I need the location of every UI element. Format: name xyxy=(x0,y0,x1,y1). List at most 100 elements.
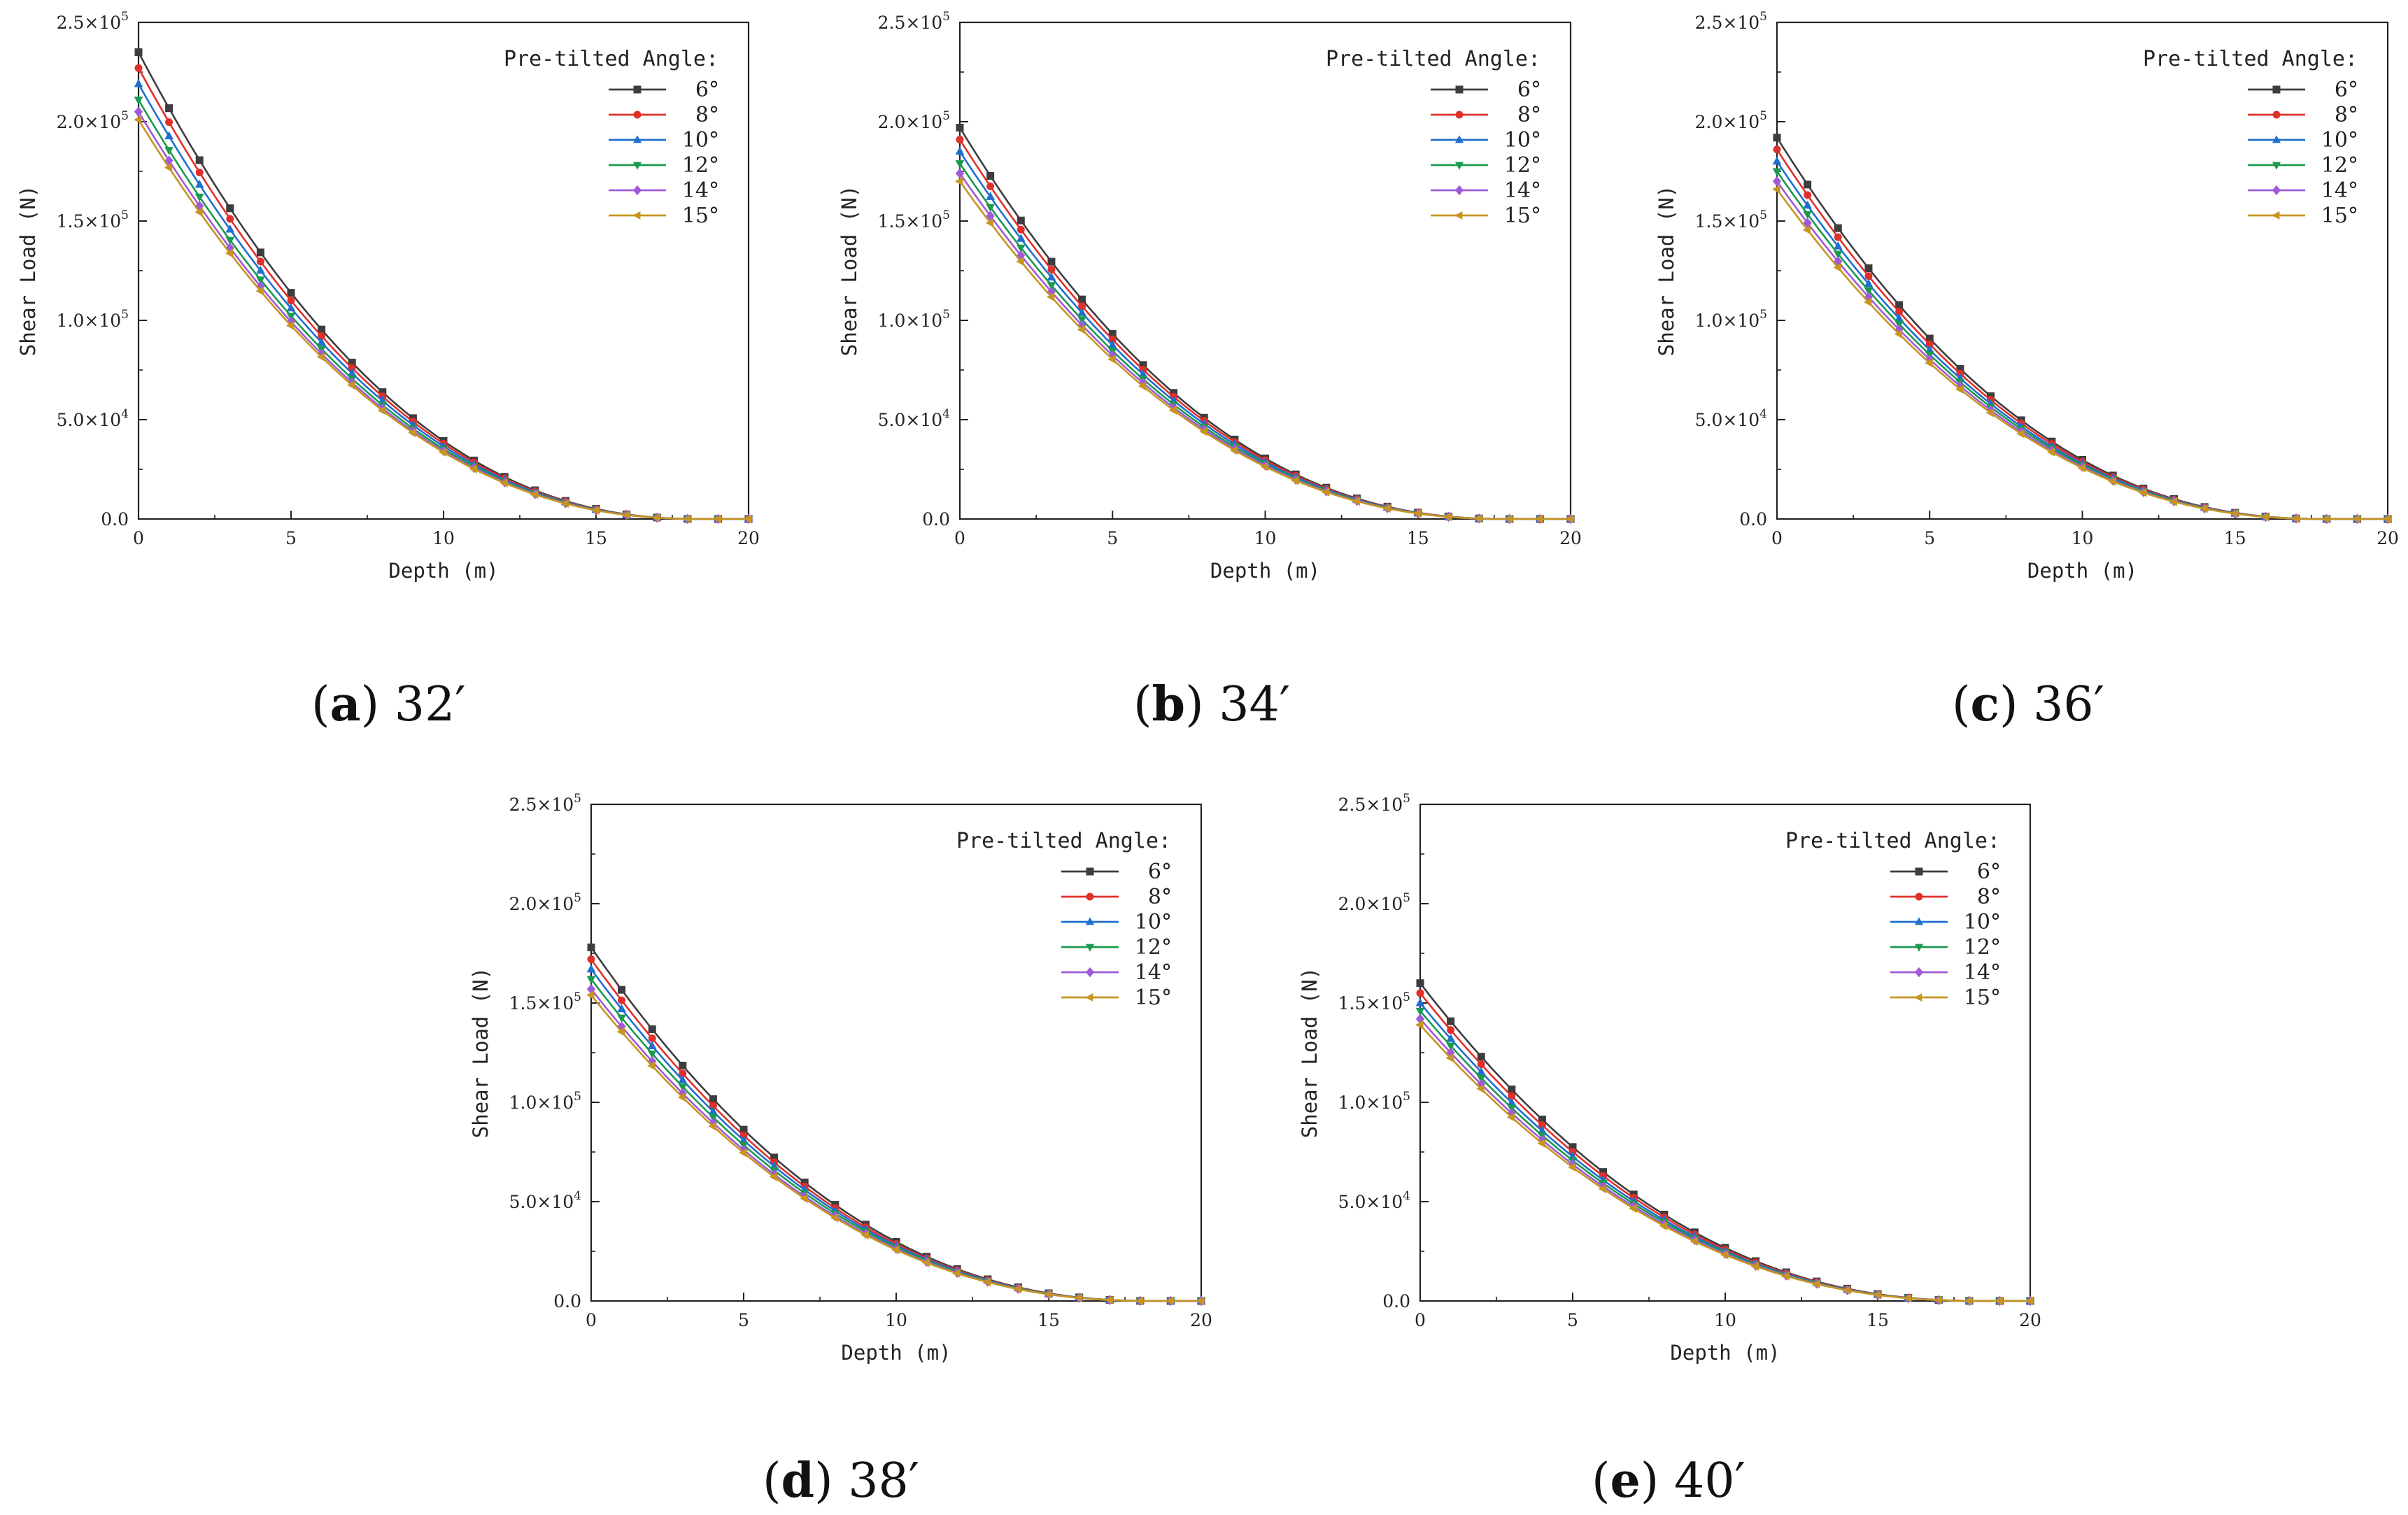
x-tick-label: 5 xyxy=(1567,1310,1578,1330)
y-tick-label: 5.0×104 xyxy=(57,407,129,430)
series-point-5 xyxy=(1412,508,1422,518)
y-tick-mantissa: 1.5×10 xyxy=(1695,211,1760,232)
series-point-5 xyxy=(1894,329,1903,339)
y-tick-label: 5.0×104 xyxy=(509,1189,581,1212)
series-point-3 xyxy=(134,97,143,105)
x-tick-label: 0 xyxy=(586,1310,597,1330)
legend-label-0: 6° xyxy=(695,78,719,102)
caption-open-paren: ( xyxy=(1592,1453,1610,1509)
x-tick-label: 5 xyxy=(1924,528,1935,548)
caption-close-paren: ) xyxy=(814,1453,848,1509)
legend-marker-5 xyxy=(1085,993,1093,1002)
legend-marker-0 xyxy=(633,85,642,94)
y-tick-exponent: 4 xyxy=(121,407,129,421)
y-tick-label: 2.0×105 xyxy=(57,109,129,132)
series-point-5 xyxy=(1291,476,1299,485)
caption-letter: e xyxy=(1610,1453,1641,1509)
series-point-5 xyxy=(1955,385,1964,394)
series-point-0 xyxy=(1834,224,1842,232)
y-tick-label: 2.0×105 xyxy=(1338,891,1410,914)
series-point-0 xyxy=(709,1095,717,1103)
legend-marker-4 xyxy=(632,185,642,196)
legend-label-4: 14° xyxy=(682,178,719,203)
series-point-5 xyxy=(1504,514,1513,524)
legend-label-0: 6° xyxy=(2335,78,2358,102)
legend-marker-4 xyxy=(2272,185,2281,196)
y-tick-label: 0.0 xyxy=(1739,509,1767,529)
caption-letter: d xyxy=(781,1453,815,1509)
series-point-1 xyxy=(1834,233,1842,241)
series-line-4 xyxy=(590,988,1201,1302)
series-point-5 xyxy=(621,510,630,520)
y-tick-exponent: 5 xyxy=(121,208,129,222)
caption-value: 36′ xyxy=(2033,677,2104,732)
series-point-0 xyxy=(1508,1086,1516,1094)
series-line-4 xyxy=(137,111,749,520)
series-point-5 xyxy=(713,514,721,524)
series-point-0 xyxy=(1864,264,1873,272)
legend-marker-1 xyxy=(1086,892,1094,901)
x-tick-label: 10 xyxy=(2071,528,2094,548)
series-point-5 xyxy=(1046,292,1055,301)
series-point-3 xyxy=(1833,250,1843,259)
y-tick-mantissa: 1.5×10 xyxy=(878,211,943,232)
series-point-1 xyxy=(1508,1092,1516,1100)
x-tick-label: 0 xyxy=(1771,528,1783,548)
legend-marker-0 xyxy=(1915,867,1923,876)
y-tick-label: 1.5×105 xyxy=(878,208,950,232)
panel-caption: (e) 40′ xyxy=(1592,1453,1745,1509)
series-point-5 xyxy=(1872,1290,1881,1300)
y-tick-mantissa: 5.0×10 xyxy=(509,1192,574,1212)
caption-value: 38′ xyxy=(848,1453,919,1509)
y-tick-exponent: 5 xyxy=(942,109,950,123)
series-point-5 xyxy=(1474,514,1482,523)
y-tick-label: 2.5×105 xyxy=(1695,10,1767,33)
series-point-3 xyxy=(164,147,173,155)
series-point-5 xyxy=(1352,497,1360,506)
series-point-2 xyxy=(1864,278,1874,287)
legend-label-4: 14° xyxy=(1504,178,1541,203)
series-point-5 xyxy=(586,990,595,1000)
x-axis-title: Depth (m) xyxy=(388,559,498,583)
series-point-5 xyxy=(738,1148,747,1158)
legend-label-2: 10° xyxy=(682,128,719,152)
y-tick-mantissa: 2.5×10 xyxy=(57,13,122,33)
series-point-3 xyxy=(225,236,235,246)
series-point-5 xyxy=(1720,1250,1729,1260)
y-tick-label: 1.0×105 xyxy=(1695,308,1767,331)
series-point-5 xyxy=(1443,512,1452,522)
series-point-0 xyxy=(739,1125,748,1134)
legend-title: Pre-tilted Angle: xyxy=(1785,829,2000,853)
x-axis-title: Depth (m) xyxy=(2027,559,2137,583)
legend-label-2: 10° xyxy=(2321,128,2358,152)
series-point-2 xyxy=(955,146,965,155)
series-point-0 xyxy=(1447,1017,1455,1025)
series-point-2 xyxy=(1016,234,1026,242)
series-point-5 xyxy=(469,464,478,474)
y-tick-label: 2.5×105 xyxy=(57,10,129,33)
y-tick-mantissa: 2.0×10 xyxy=(1695,112,1760,132)
y-tick-exponent: 5 xyxy=(574,891,581,905)
series-point-5 xyxy=(1771,185,1780,194)
x-tick-label: 10 xyxy=(1254,528,1277,548)
series-point-1 xyxy=(165,118,173,127)
legend-label-2: 10° xyxy=(1504,128,1541,152)
series-point-0 xyxy=(956,124,964,132)
series-point-5 xyxy=(194,207,203,217)
y-tick-label: 5.0×104 xyxy=(1338,1189,1410,1212)
series-point-5 xyxy=(1196,1296,1205,1306)
legend-label-2: 10° xyxy=(1135,910,1172,934)
legend-label-1: 8° xyxy=(1977,885,2001,909)
series-point-5 xyxy=(616,1027,625,1037)
y-tick-label: 2.0×105 xyxy=(878,109,950,132)
series-point-5 xyxy=(1964,1296,1973,1306)
caption-open-paren: ( xyxy=(1952,677,1971,732)
x-tick-label: 15 xyxy=(1037,1310,1060,1330)
series-point-5 xyxy=(1833,263,1841,272)
series-point-0 xyxy=(1538,1116,1546,1124)
legend-marker-1 xyxy=(1455,111,1464,119)
series-point-1 xyxy=(256,257,264,266)
y-tick-label: 0.0 xyxy=(922,509,950,529)
y-tick-mantissa: 1.0×10 xyxy=(509,1093,574,1113)
series-point-5 xyxy=(1598,1184,1607,1194)
